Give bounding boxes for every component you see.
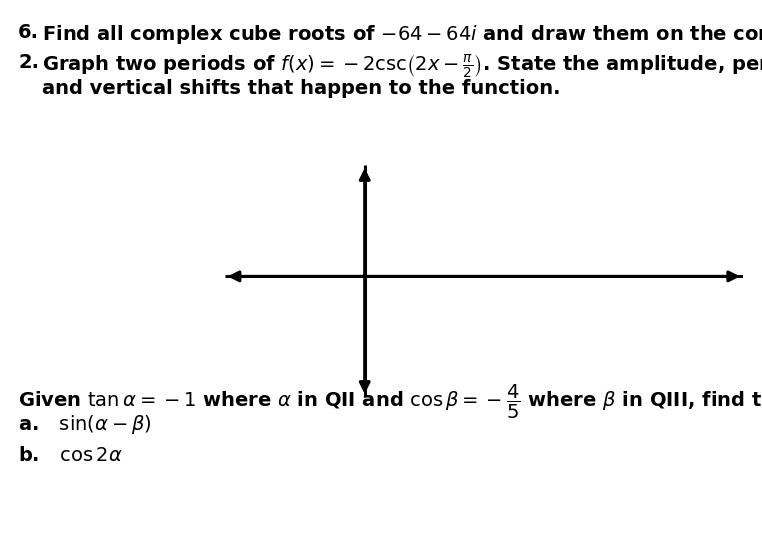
Text: Find all complex cube roots of $-64-64i$ and draw them on the complex plane.: Find all complex cube roots of $-64-64i$…	[42, 23, 762, 46]
Text: a.   $\sin(\alpha - \beta)$: a. $\sin(\alpha - \beta)$	[18, 413, 152, 436]
Text: b.   $\cos 2\alpha$: b. $\cos 2\alpha$	[18, 446, 123, 465]
Text: Given $\tan\alpha = -1$ where $\alpha$ in QII and $\cos\beta = -\dfrac{4}{5}$ wh: Given $\tan\alpha = -1$ where $\alpha$ i…	[18, 383, 762, 421]
Text: 2.: 2.	[18, 53, 39, 72]
Text: 6.: 6.	[18, 23, 39, 42]
Text: Graph two periods of $f(x) = -2\csc\!\left(2x - \frac{\pi}{2}\right)$. State the: Graph two periods of $f(x) = -2\csc\!\le…	[42, 53, 762, 81]
Text: and vertical shifts that happen to the function.: and vertical shifts that happen to the f…	[42, 79, 561, 98]
